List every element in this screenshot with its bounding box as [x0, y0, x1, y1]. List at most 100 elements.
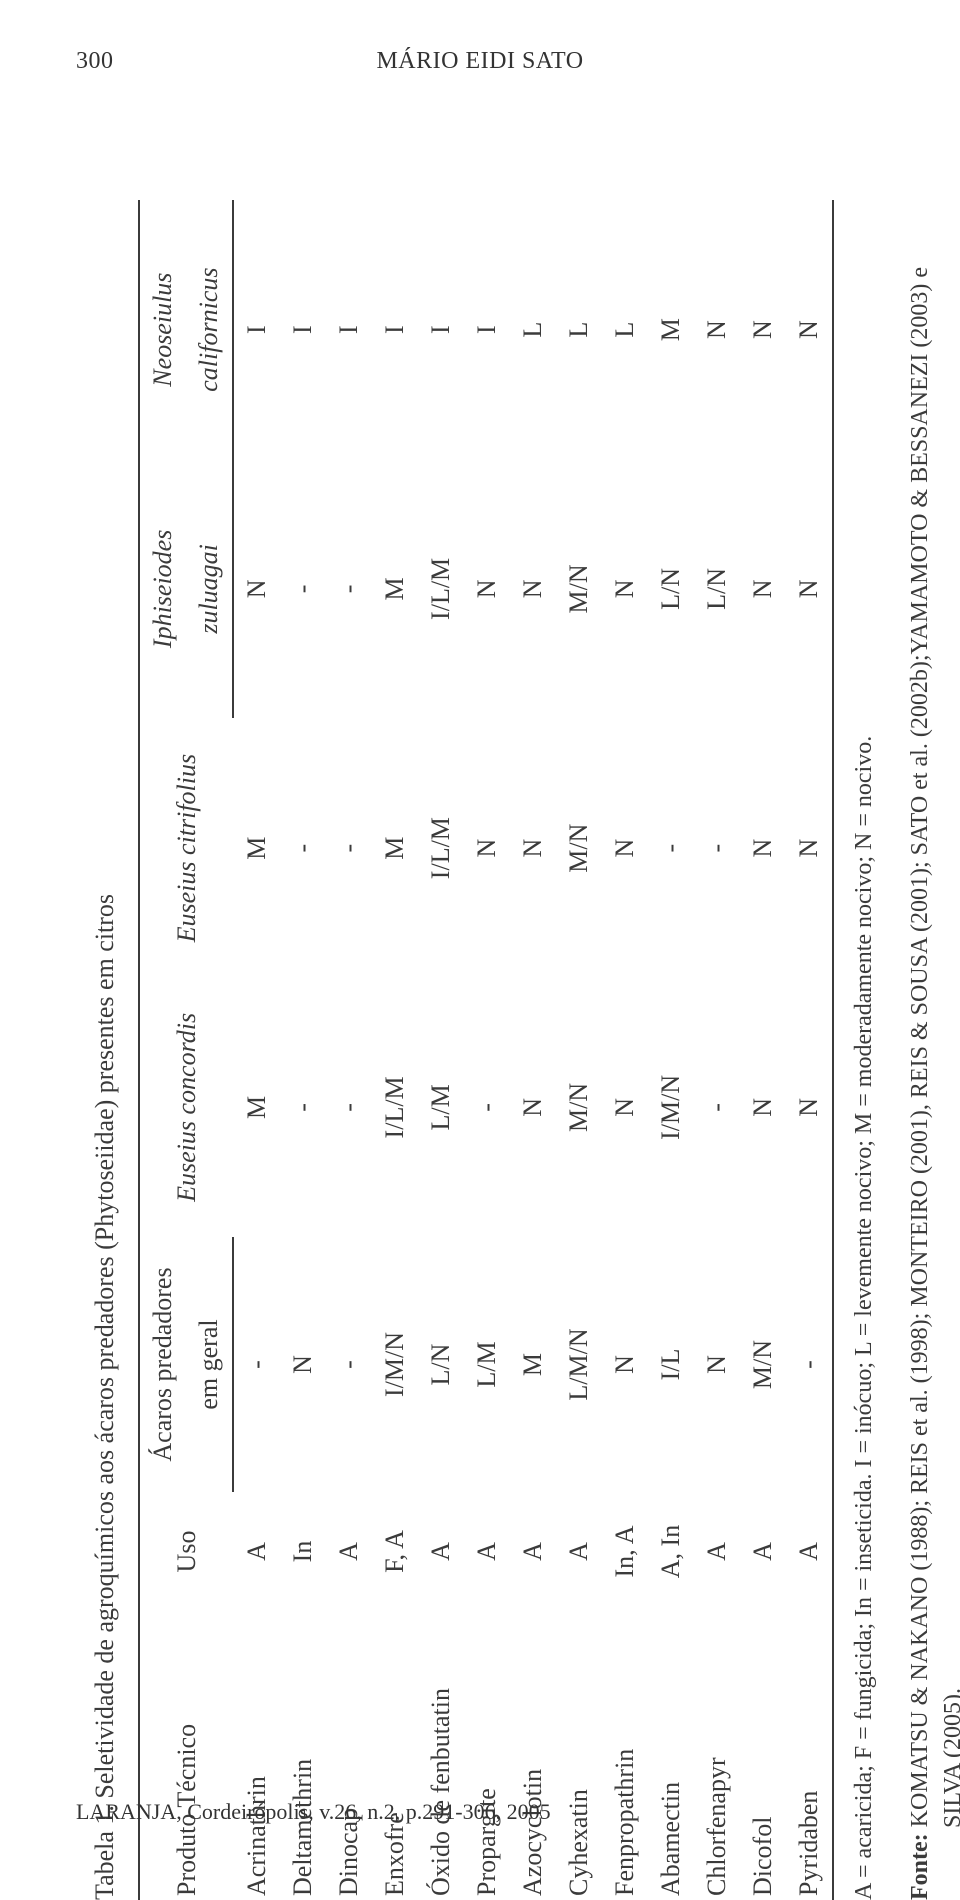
- cell-sp3: N: [786, 459, 833, 718]
- source-text: KOMATSU & NAKANO (1988); REIS et al. (19…: [907, 267, 960, 1833]
- table-row: Óxido de fenbutatin A L/N L/M I/L/M I/L/…: [418, 200, 464, 1900]
- cell-prod: Azocyclotin: [510, 1611, 556, 1900]
- cell-sp4: L: [602, 200, 648, 459]
- cell-sp3: I/L/M: [418, 459, 464, 718]
- cell-uso: A: [233, 1492, 280, 1611]
- cell-sp3: N: [233, 459, 280, 718]
- cell-sp1: I/M/N: [648, 978, 694, 1237]
- cell-sp3: -: [280, 459, 326, 718]
- table-legend: A = acaricida; F = fungicida; In = inset…: [848, 200, 880, 1900]
- cell-uso: A: [510, 1492, 556, 1611]
- cell-sp1: -: [280, 978, 326, 1237]
- table-row: Chlorfenapyr A N - - L/N N: [694, 200, 740, 1900]
- table-row: Propargite A L/M - N N I: [464, 200, 510, 1900]
- cell-sp3: L/N: [694, 459, 740, 718]
- cell-geral: I/M/N: [372, 1237, 418, 1492]
- cell-geral: M/N: [740, 1237, 786, 1492]
- cell-geral: -: [326, 1237, 372, 1492]
- table-wrapper: Tabela 1. Seletividade de agroquímicos a…: [90, 200, 960, 1900]
- cell-uso: A: [418, 1492, 464, 1611]
- cell-sp2: I/L/M: [418, 719, 464, 978]
- cell-sp4: I: [464, 200, 510, 459]
- cell-uso: F, A: [372, 1492, 418, 1611]
- cell-geral: N: [694, 1237, 740, 1492]
- cell-geral: -: [233, 1237, 280, 1492]
- cell-uso: A: [464, 1492, 510, 1611]
- col-iphiseiodes-l1: Iphiseiodes: [139, 459, 186, 718]
- cell-sp3: N: [510, 459, 556, 718]
- cell-prod: Deltamethrin: [280, 1611, 326, 1900]
- cell-sp2: N: [510, 719, 556, 978]
- cell-sp3: -: [326, 459, 372, 718]
- col-geral-l1: Ácaros predadores: [139, 1237, 186, 1492]
- cell-prod: Pyridaben: [786, 1611, 833, 1900]
- cell-sp4: L: [556, 200, 602, 459]
- cell-uso: A: [694, 1492, 740, 1611]
- cell-sp3: N: [740, 459, 786, 718]
- cell-prod: Chlorfenapyr: [694, 1611, 740, 1900]
- cell-sp3: L/N: [648, 459, 694, 718]
- cell-uso: A: [556, 1492, 602, 1611]
- cell-sp4: I: [372, 200, 418, 459]
- table-header-row: Produto Técnico Uso Ácaros predadores Eu…: [139, 200, 186, 1900]
- col-produto: Produto Técnico: [139, 1611, 233, 1900]
- cell-sp1: -: [326, 978, 372, 1237]
- page: 300 MÁRIO EIDI SATO Tabela 1. Seletivida…: [0, 0, 960, 1881]
- table-body: Acrinathrin A - M M N I Deltamethrin In …: [233, 200, 833, 1900]
- table-row: Acrinathrin A - M M N I: [233, 200, 280, 1900]
- col-iphiseiodes-l2: zuluagai: [186, 459, 233, 718]
- page-footer: LARANJA, Cordeirópolis, v.26, n.2, p.291…: [76, 1799, 551, 1825]
- cell-sp4: L: [510, 200, 556, 459]
- cell-sp2: N: [602, 719, 648, 978]
- cell-sp1: M/N: [556, 978, 602, 1237]
- cell-geral: -: [786, 1237, 833, 1492]
- cell-sp2: M: [372, 719, 418, 978]
- cell-prod: Dicofol: [740, 1611, 786, 1900]
- cell-geral: N: [280, 1237, 326, 1492]
- col-neoseiulus-l1: Neoseiulus: [139, 200, 186, 459]
- cell-prod: Cyhexatin: [556, 1611, 602, 1900]
- cell-uso: A, In: [648, 1492, 694, 1611]
- cell-sp4: I: [233, 200, 280, 459]
- cell-uso: In: [280, 1492, 326, 1611]
- cell-prod: Dinocap: [326, 1611, 372, 1900]
- cell-sp4: N: [694, 200, 740, 459]
- cell-sp1: I/L/M: [372, 978, 418, 1237]
- cell-sp4: N: [786, 200, 833, 459]
- table-row: Enxofre F, A I/M/N I/L/M M M I: [372, 200, 418, 1900]
- cell-sp2: -: [694, 719, 740, 978]
- table-row: Azocyclotin A M N N N L: [510, 200, 556, 1900]
- cell-sp2: N: [786, 719, 833, 978]
- cell-geral: L/N: [418, 1237, 464, 1492]
- col-neoseiulus-l2: californicus: [186, 200, 233, 459]
- table-row: Deltamethrin In N - - - I: [280, 200, 326, 1900]
- cell-sp1: L/M: [418, 978, 464, 1237]
- table-row: Dinocap A - - - - I: [326, 200, 372, 1900]
- col-uso: Uso: [139, 1492, 233, 1611]
- cell-sp1: N: [786, 978, 833, 1237]
- cell-sp4: I: [326, 200, 372, 459]
- cell-uso: In, A: [602, 1492, 648, 1611]
- cell-geral: L/M: [464, 1237, 510, 1492]
- rotated-table-region: Tabela 1. Seletividade de agroquímicos a…: [490, 0, 960, 1050]
- cell-sp2: -: [280, 719, 326, 978]
- cell-sp1: -: [464, 978, 510, 1237]
- table-row: Cyhexatin A L/M/N M/N M/N M/N L: [556, 200, 602, 1900]
- cell-prod: Propargite: [464, 1611, 510, 1900]
- cell-prod: Abamectin: [648, 1611, 694, 1900]
- table-row: Abamectin A, In I/L I/M/N - L/N M: [648, 200, 694, 1900]
- cell-sp4: I: [418, 200, 464, 459]
- cell-sp4: N: [740, 200, 786, 459]
- cell-sp4: I: [280, 200, 326, 459]
- cell-sp2: N: [464, 719, 510, 978]
- col-euseius-citrifolius: Euseius citrifolius: [139, 719, 233, 978]
- cell-prod: Fenpropathrin: [602, 1611, 648, 1900]
- cell-sp2: N: [740, 719, 786, 978]
- col-geral-l2: em geral: [186, 1237, 233, 1492]
- cell-sp3: N: [602, 459, 648, 718]
- cell-prod: Acrinathrin: [233, 1611, 280, 1900]
- table-row: Dicofol A M/N N N N N: [740, 200, 786, 1900]
- col-euseius-concordis: Euseius concordis: [139, 978, 233, 1237]
- cell-sp3: M/N: [556, 459, 602, 718]
- cell-sp2: M/N: [556, 719, 602, 978]
